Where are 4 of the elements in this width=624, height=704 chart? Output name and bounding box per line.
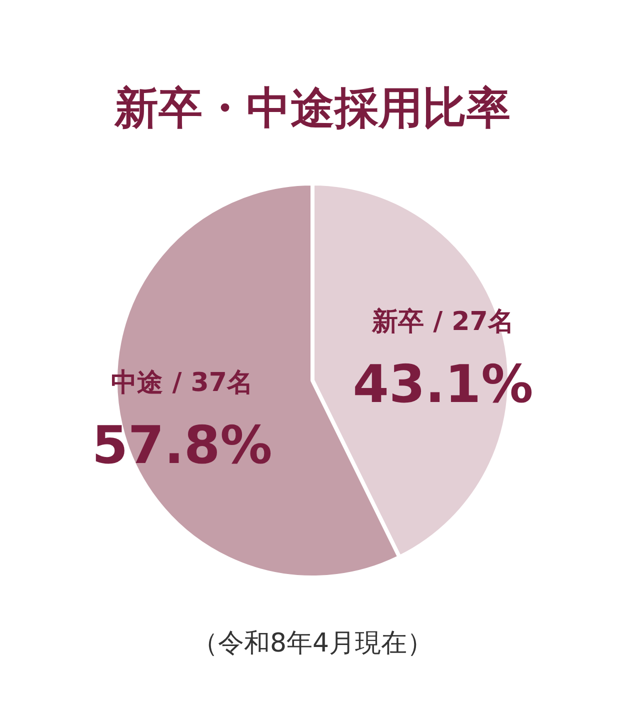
data-label: 43.1%	[352, 355, 534, 416]
slice-label: 新卒 / 27名	[371, 307, 514, 338]
chart-title: 新卒・中途採用比率	[114, 83, 510, 134]
text: （令和8年4月現在）	[192, 628, 434, 658]
